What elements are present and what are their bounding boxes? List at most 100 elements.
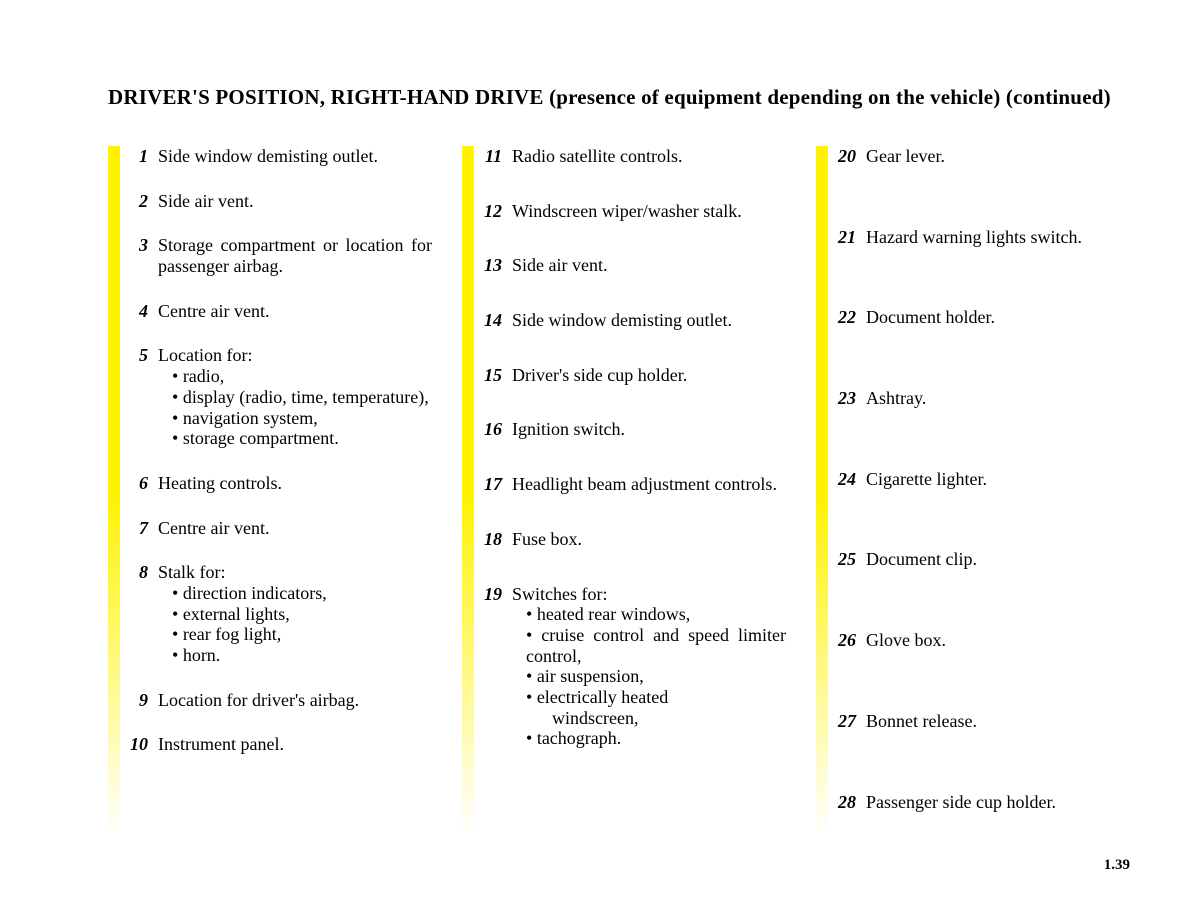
column-2: 11Radio satellite controls. 12Windscreen … bbox=[462, 146, 786, 812]
list-item: 27Bonnet release. bbox=[830, 711, 1140, 732]
item-number: 8 bbox=[122, 562, 158, 665]
item-text: Side window demisting outlet. bbox=[158, 146, 432, 167]
item-description: Location for:radio,display (radio, time,… bbox=[158, 345, 432, 448]
item-number: 22 bbox=[830, 307, 866, 328]
item-description: Cigarette lighter. bbox=[866, 469, 1140, 490]
item-description: Side air vent. bbox=[158, 191, 432, 212]
list-item: 20Gear lever. bbox=[830, 146, 1140, 167]
list-item: 12Windscreen wiper/washer stalk. bbox=[476, 201, 786, 222]
item-text: Glove box. bbox=[866, 630, 1140, 651]
item-text: Centre air vent. bbox=[158, 518, 432, 539]
list-item: 7Centre air vent. bbox=[122, 518, 432, 539]
item-description: Storage compartment or location for pass… bbox=[158, 235, 432, 276]
item-text: Document clip. bbox=[866, 549, 1140, 570]
yellow-accent-bar bbox=[462, 146, 474, 836]
item-description: Passenger side cup holder. bbox=[866, 792, 1140, 813]
columns-wrapper: 1Side window demisting outlet. 2Side air … bbox=[108, 146, 1140, 812]
title-main: DRIVER'S POSITION, RIGHT-HAND DRIVE bbox=[108, 85, 544, 109]
bullet-item: direction indicators, bbox=[172, 583, 432, 604]
item-number: 17 bbox=[476, 474, 512, 495]
item-description: Hazard warning lights switch. bbox=[866, 227, 1140, 248]
column-3: 20Gear lever. 21Hazard warning lights swi… bbox=[816, 146, 1140, 812]
item-text: Ashtray. bbox=[866, 388, 1140, 409]
item-text: Fuse box. bbox=[512, 529, 786, 550]
item-description: Heating controls. bbox=[158, 473, 432, 494]
list-item: 8Stalk for:direction indicators,external… bbox=[122, 562, 432, 665]
item-description: Instrument panel. bbox=[158, 734, 432, 755]
item-description: Ignition switch. bbox=[512, 419, 786, 440]
bullet-item: cruise control and speed limiter control… bbox=[526, 625, 786, 666]
item-number: 9 bbox=[122, 690, 158, 711]
bullet-item: heated rear windows, bbox=[526, 604, 786, 625]
item-number: 5 bbox=[122, 345, 158, 448]
list-item: 3Storage compartment or location for pas… bbox=[122, 235, 432, 276]
list-item: 19Switches for:heated rear windows,cruis… bbox=[476, 584, 786, 750]
item-number: 7 bbox=[122, 518, 158, 539]
item-description: Centre air vent. bbox=[158, 301, 432, 322]
item-text: Passenger side cup holder. bbox=[866, 792, 1140, 813]
list-item: 18Fuse box. bbox=[476, 529, 786, 550]
item-description: Switches for:heated rear windows,cruise … bbox=[512, 584, 786, 750]
item-text: Radio satellite controls. bbox=[512, 146, 786, 167]
item-description: Gear lever. bbox=[866, 146, 1140, 167]
item-text: Storage compartment or location for pass… bbox=[158, 235, 432, 276]
item-number: 15 bbox=[476, 365, 512, 386]
item-text: Stalk for: bbox=[158, 562, 432, 583]
item-text: Gear lever. bbox=[866, 146, 1140, 167]
item-description: Centre air vent. bbox=[158, 518, 432, 539]
list-item: 21Hazard warning lights switch. bbox=[830, 227, 1140, 248]
page-number: 1.39 bbox=[1104, 857, 1130, 874]
item-number: 10 bbox=[122, 734, 158, 755]
item-text: Headlight beam adjustment controls. bbox=[512, 474, 786, 495]
bullet-item: tachograph. bbox=[526, 728, 786, 749]
item-number: 28 bbox=[830, 792, 866, 813]
bullet-item: radio, bbox=[172, 366, 432, 387]
item-text: Cigarette lighter. bbox=[866, 469, 1140, 490]
item-text: Location for driver's airbag. bbox=[158, 690, 432, 711]
item-text: Side air vent. bbox=[158, 191, 432, 212]
title-sub: (presence of equipment depending on the … bbox=[544, 85, 1111, 109]
bullet-list: direction indicators,external lights,rea… bbox=[158, 583, 432, 666]
item-number: 1 bbox=[122, 146, 158, 167]
list-item: 13Side air vent. bbox=[476, 255, 786, 276]
item-number: 16 bbox=[476, 419, 512, 440]
item-number: 11 bbox=[476, 146, 512, 167]
item-number: 27 bbox=[830, 711, 866, 732]
item-description: Bonnet release. bbox=[866, 711, 1140, 732]
bullet-list: radio,display (radio, time, temperature)… bbox=[158, 366, 432, 449]
list-item: 10Instrument panel. bbox=[122, 734, 432, 755]
bullet-continuation: windscreen, bbox=[526, 708, 786, 729]
bullet-item: display (radio, time, temperature), bbox=[172, 387, 432, 408]
yellow-accent-bar bbox=[816, 146, 828, 836]
bullet-item: horn. bbox=[172, 645, 432, 666]
item-text: Location for: bbox=[158, 345, 432, 366]
list-item: 25Document clip. bbox=[830, 549, 1140, 570]
item-text: Windscreen wiper/washer stalk. bbox=[512, 201, 786, 222]
bullet-list: heated rear windows,cruise control and s… bbox=[512, 604, 786, 749]
item-number: 4 bbox=[122, 301, 158, 322]
item-text: Document holder. bbox=[866, 307, 1140, 328]
item-number: 6 bbox=[122, 473, 158, 494]
item-description: Document holder. bbox=[866, 307, 1140, 328]
item-description: Side window demisting outlet. bbox=[158, 146, 432, 167]
list-item: 28Passenger side cup holder. bbox=[830, 792, 1140, 813]
item-text: Instrument panel. bbox=[158, 734, 432, 755]
list-item: 11Radio satellite controls. bbox=[476, 146, 786, 167]
item-text: Hazard warning lights switch. bbox=[866, 227, 1140, 248]
yellow-accent-bar bbox=[108, 146, 120, 836]
item-number: 12 bbox=[476, 201, 512, 222]
list-item: 24Cigarette lighter. bbox=[830, 469, 1140, 490]
list-item: 1Side window demisting outlet. bbox=[122, 146, 432, 167]
item-text: Switches for: bbox=[512, 584, 786, 605]
bullet-item: external lights, bbox=[172, 604, 432, 625]
item-number: 2 bbox=[122, 191, 158, 212]
item-description: Fuse box. bbox=[512, 529, 786, 550]
item-description: Driver's side cup holder. bbox=[512, 365, 786, 386]
list-item: 5Location for:radio,display (radio, time… bbox=[122, 345, 432, 448]
list-item: 14Side window demisting outlet. bbox=[476, 310, 786, 331]
item-description: Windscreen wiper/washer stalk. bbox=[512, 201, 786, 222]
item-text: Bonnet release. bbox=[866, 711, 1140, 732]
item-number: 25 bbox=[830, 549, 866, 570]
item-text: Heating controls. bbox=[158, 473, 432, 494]
manual-page: DRIVER'S POSITION, RIGHT-HAND DRIVE (pre… bbox=[0, 0, 1200, 916]
